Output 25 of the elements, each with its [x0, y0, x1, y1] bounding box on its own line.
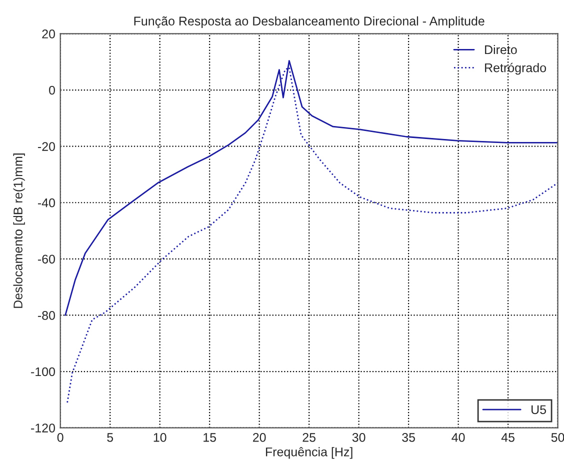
x-tick-label: 0 — [57, 433, 64, 442]
x-tick-label: 20 — [253, 433, 266, 442]
legend-label: Direto — [485, 44, 517, 54]
x-tick-label: 10 — [154, 433, 166, 442]
x-axis-title: Frequência [Hz] — [266, 447, 352, 459]
y-axis-title: Deslocamento [dB re(1)mm] — [13, 154, 25, 308]
y-tick-label: -100 — [31, 367, 55, 376]
annotation: U5 — [532, 405, 546, 414]
y-tick-label: -20 — [38, 142, 55, 151]
x-tick-label: 35 — [402, 433, 415, 442]
y-tick-label: -60 — [38, 254, 55, 264]
x-tick-label: 40 — [452, 433, 465, 442]
legend-label: Retrógrado — [485, 62, 546, 75]
x-tick-label: 5 — [107, 433, 114, 442]
y-tick-label: 20 — [42, 30, 55, 38]
x-tick-label: 30 — [352, 433, 366, 442]
x-tick-label: 25 — [302, 433, 316, 442]
x-tick-label: 15 — [204, 433, 216, 442]
y-tick-label: -80 — [38, 311, 55, 320]
y-tick-label: -120 — [31, 424, 55, 432]
x-tick-label: 50 — [551, 433, 564, 442]
y-tick-label: 0 — [49, 86, 55, 95]
y-tick-label: -40 — [38, 198, 55, 208]
chart-title: Função Resposta ao Desbalanceamento Direcional - Amplitude — [134, 16, 484, 28]
x-tick-label: 45 — [501, 433, 514, 442]
